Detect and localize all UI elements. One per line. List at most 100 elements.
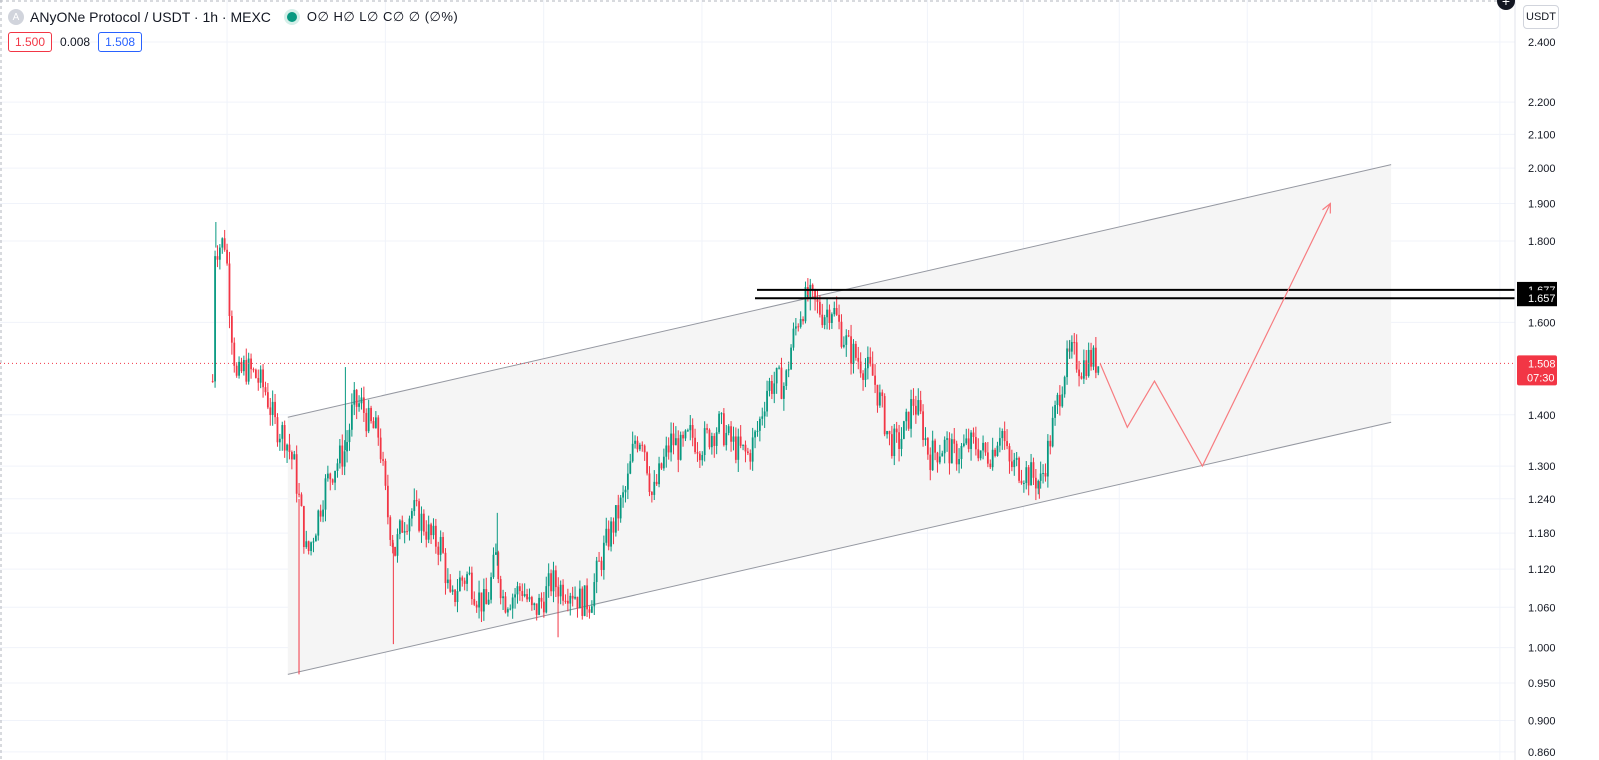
candle-body-326 [994, 449, 996, 456]
candle-body-28 [278, 438, 281, 443]
candle-body-89 [425, 531, 428, 540]
candle-body-109 [473, 599, 476, 605]
candle-body-355 [1063, 377, 1066, 395]
candle-body-149 [569, 595, 572, 604]
candle-body-170 [619, 497, 622, 519]
sell-button[interactable]: 1.500 [8, 32, 53, 52]
candle-body-51 [334, 470, 336, 483]
candle-body-185 [655, 481, 658, 485]
candle-body-5 [223, 238, 226, 250]
candle-body-106 [466, 574, 468, 584]
candle-body-336 [1018, 457, 1020, 481]
candle-body-189 [665, 445, 668, 457]
candle-body-152 [576, 596, 579, 609]
candle-body-179 [641, 444, 644, 446]
channel-upper-line [287, 164, 1392, 418]
candle-body-146 [562, 584, 564, 601]
candle-body-83 [410, 511, 413, 519]
candle-body-148 [566, 600, 569, 604]
add-plus-icon[interactable]: + [1497, 0, 1515, 10]
candle-body-331 [1006, 441, 1008, 447]
candle-body-216 [730, 426, 732, 442]
candle-body-188 [662, 456, 665, 469]
candle-body-348 [1046, 440, 1049, 477]
candle-body-81 [406, 531, 408, 533]
candle-body-69 [377, 417, 380, 438]
candle-body-250 [811, 284, 814, 290]
price-axis[interactable]: 2.400 2.200 2.100 2.000 1.900 1.800 1.600 1.400… [1514, 0, 1599, 760]
horizontal-levels[interactable] [0, 288, 1515, 364]
candle-body-292 [912, 399, 915, 406]
candle-body-80 [403, 531, 406, 533]
candle-body-350 [1051, 417, 1054, 447]
candle-body-235 [775, 367, 778, 384]
candle-body-194 [677, 438, 680, 460]
candle-body-131 [526, 594, 528, 600]
candle-body-132 [528, 597, 531, 600]
price-tick-2: 2.100 [1528, 129, 1556, 141]
candle-body-122 [504, 596, 507, 613]
candle-body-316 [970, 432, 972, 449]
candle-body-3 [218, 247, 221, 260]
projection-path[interactable] [1099, 202, 1331, 468]
candle-body-231 [766, 390, 768, 412]
candle-body-203 [698, 453, 701, 461]
candle-body-123 [506, 609, 509, 613]
candle-body-45 [319, 510, 322, 517]
candle-body-32 [288, 444, 291, 452]
candle-body-156 [586, 585, 588, 610]
candle-body-31 [286, 444, 288, 451]
currency-button[interactable]: USDT [1523, 5, 1559, 29]
candle-body-11 [238, 361, 240, 376]
candle-body-304 [941, 453, 944, 457]
candle-body-259 [833, 307, 836, 315]
market-status-dot[interactable] [286, 12, 297, 22]
candle-body-46 [322, 509, 324, 517]
candle-body-215 [727, 426, 730, 433]
candle-body-228 [758, 418, 761, 431]
candle-body-186 [658, 463, 660, 485]
candle-body-218 [734, 436, 737, 460]
candle-body-100 [451, 589, 454, 592]
candle-body-169 [617, 505, 620, 519]
candle-body-274 [869, 356, 872, 364]
candle-body-324 [989, 463, 992, 468]
candle-body-335 [1015, 457, 1018, 460]
price-tick-14: 0.950 [1528, 678, 1556, 690]
candle-body-232 [768, 381, 771, 391]
candle-body-349 [1049, 440, 1052, 447]
symbol-title[interactable]: ANyONe Protocol / USDT · 1h · MEXC [30, 9, 271, 25]
candle-body-49 [329, 473, 332, 480]
ascending-channel[interactable] [287, 164, 1392, 675]
candle-body-251 [814, 289, 816, 300]
candle-body-115 [487, 599, 490, 605]
candle-body-16 [250, 358, 252, 370]
symbol-logo[interactable]: A [8, 9, 24, 25]
candle-body-204 [701, 455, 704, 461]
buy-button[interactable]: 1.508 [98, 32, 143, 52]
candle-body-157 [588, 609, 591, 613]
candle-body-128 [518, 586, 521, 592]
candle-body-27 [276, 417, 279, 443]
candle-body-237 [780, 367, 783, 399]
candle-body-213 [722, 413, 725, 446]
candle-body-7 [228, 263, 231, 317]
candle-body-99 [449, 579, 452, 592]
price-tick-10: 1.180 [1528, 528, 1556, 540]
candle-body-165 [607, 528, 610, 547]
candle-body-236 [778, 367, 780, 369]
price-tick-6: 1.600 [1528, 317, 1556, 329]
candle-body-268 [854, 343, 857, 358]
candle-body-344 [1037, 480, 1040, 489]
candle-body-258 [830, 314, 833, 323]
candle-body-269 [857, 357, 860, 362]
candle-body-195 [679, 434, 682, 460]
candle-body-43 [314, 535, 317, 542]
candle-body-224 [749, 453, 752, 462]
candle-body-226 [754, 431, 756, 438]
candle-body-180 [643, 445, 646, 453]
candle-body-286 [898, 432, 900, 449]
candle-body-256 [826, 309, 828, 318]
candle-body-309 [953, 439, 956, 444]
